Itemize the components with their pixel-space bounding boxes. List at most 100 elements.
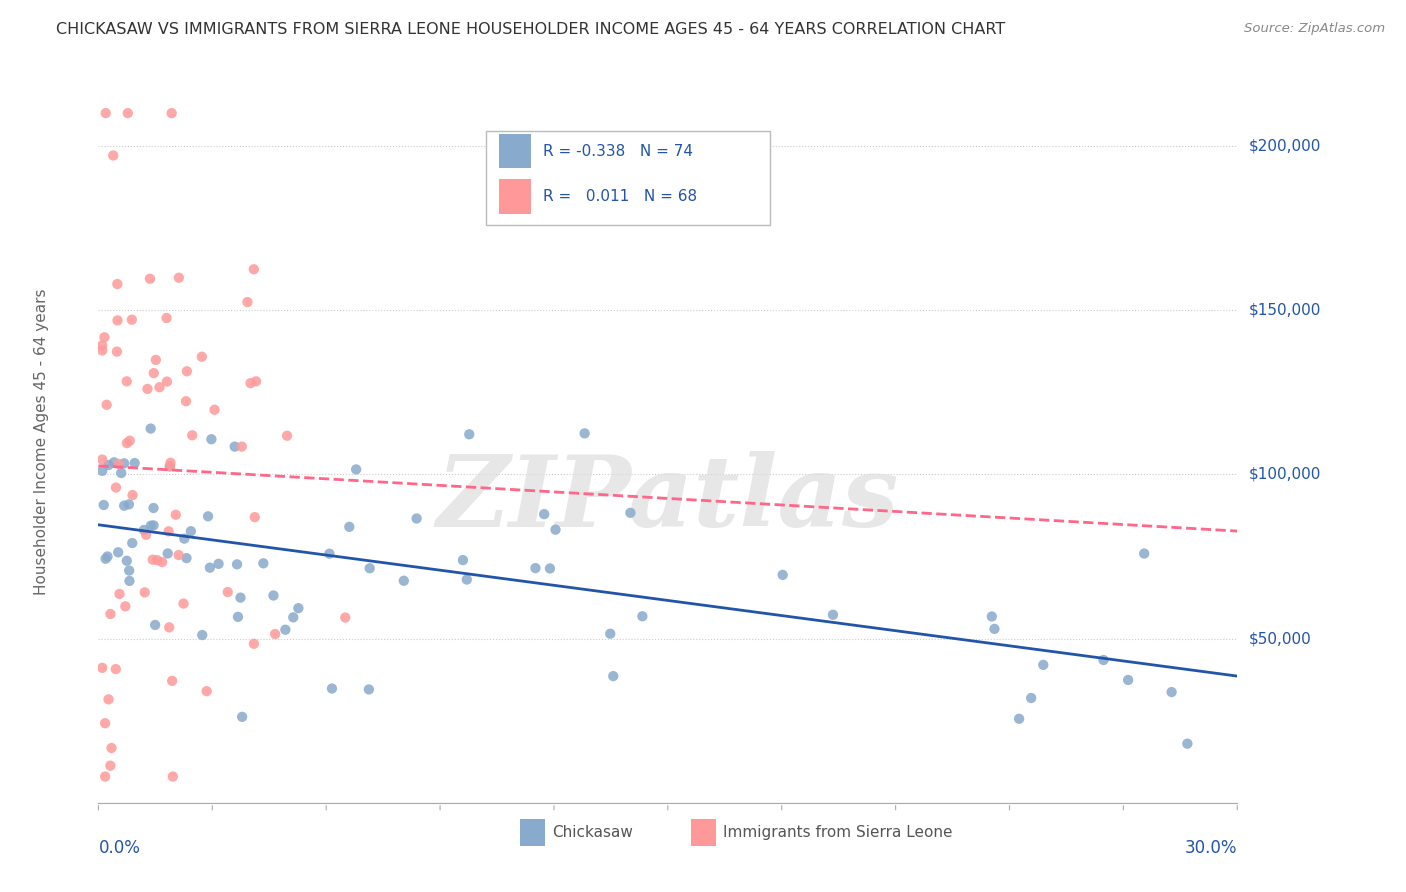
- Point: [287, 601, 309, 615]
- Point: [117, 106, 139, 120]
- Point: [139, 518, 162, 533]
- Point: [162, 770, 184, 784]
- Point: [134, 585, 156, 599]
- Text: R =   0.011   N = 68: R = 0.011 N = 68: [543, 189, 697, 203]
- Point: [91, 452, 114, 467]
- Point: [121, 536, 143, 550]
- Point: [115, 554, 138, 568]
- Point: [359, 561, 381, 575]
- Point: [173, 532, 195, 546]
- Point: [631, 609, 654, 624]
- Point: [93, 330, 115, 344]
- Point: [103, 148, 125, 162]
- Point: [335, 610, 357, 624]
- Point: [146, 553, 169, 567]
- Point: [160, 106, 183, 120]
- Point: [142, 366, 165, 380]
- Point: [124, 456, 146, 470]
- Point: [173, 597, 195, 611]
- Point: [115, 436, 138, 450]
- Point: [108, 587, 131, 601]
- Text: CHICKASAW VS IMMIGRANTS FROM SIERRA LEONE HOUSEHOLDER INCOME AGES 45 - 64 YEARS : CHICKASAW VS IMMIGRANTS FROM SIERRA LEON…: [56, 22, 1005, 37]
- Point: [94, 551, 117, 566]
- Point: [100, 741, 122, 756]
- Text: $50,000: $50,000: [1249, 632, 1312, 646]
- Point: [112, 499, 135, 513]
- Bar: [520, 819, 546, 847]
- Point: [136, 382, 159, 396]
- Point: [110, 466, 132, 480]
- Point: [243, 262, 266, 277]
- FancyBboxPatch shape: [485, 131, 770, 225]
- Point: [167, 548, 190, 562]
- Point: [145, 352, 167, 367]
- Point: [1160, 685, 1182, 699]
- Point: [115, 375, 138, 389]
- Point: [142, 501, 165, 516]
- Point: [544, 523, 567, 537]
- Point: [105, 344, 128, 359]
- Text: ZIPatlas: ZIPatlas: [437, 451, 898, 548]
- Point: [245, 375, 267, 389]
- Point: [283, 610, 305, 624]
- Point: [156, 546, 179, 560]
- Text: Immigrants from Sierra Leone: Immigrants from Sierra Leone: [723, 825, 952, 840]
- Point: [91, 661, 114, 675]
- Point: [94, 770, 117, 784]
- Point: [451, 553, 474, 567]
- Point: [207, 557, 229, 571]
- Point: [217, 585, 239, 599]
- Point: [181, 428, 204, 442]
- Text: Householder Income Ages 45 - 64 years: Householder Income Ages 45 - 64 years: [34, 288, 49, 595]
- Point: [174, 394, 197, 409]
- Point: [121, 488, 143, 502]
- Point: [243, 637, 266, 651]
- Point: [231, 710, 253, 724]
- Point: [165, 508, 187, 522]
- Point: [239, 376, 262, 391]
- Point: [97, 692, 120, 706]
- Point: [197, 509, 219, 524]
- Point: [150, 555, 173, 569]
- Point: [159, 459, 181, 474]
- Point: [159, 456, 181, 470]
- Point: [94, 716, 117, 731]
- Point: [112, 456, 135, 470]
- Text: Chickasaw: Chickasaw: [551, 825, 633, 840]
- Text: Source: ZipAtlas.com: Source: ZipAtlas.com: [1244, 22, 1385, 36]
- Point: [252, 557, 274, 571]
- Point: [602, 669, 624, 683]
- Point: [538, 561, 561, 575]
- Bar: [499, 178, 531, 213]
- Point: [105, 277, 128, 291]
- Point: [524, 561, 547, 575]
- Point: [135, 528, 157, 542]
- Point: [344, 462, 367, 476]
- Point: [91, 464, 114, 478]
- Point: [157, 620, 180, 634]
- Point: [118, 574, 141, 588]
- Point: [1116, 673, 1139, 687]
- Point: [191, 628, 214, 642]
- Point: [148, 380, 170, 394]
- Point: [198, 560, 221, 574]
- Point: [107, 545, 129, 559]
- Point: [619, 506, 641, 520]
- Point: [243, 510, 266, 524]
- Point: [533, 507, 555, 521]
- Point: [337, 520, 360, 534]
- Point: [821, 607, 844, 622]
- Point: [318, 547, 340, 561]
- Bar: [690, 819, 716, 847]
- Point: [107, 313, 129, 327]
- Point: [226, 558, 249, 572]
- Point: [1177, 737, 1199, 751]
- Point: [456, 573, 478, 587]
- Point: [104, 662, 127, 676]
- Point: [118, 434, 141, 448]
- Point: [155, 311, 177, 326]
- Point: [226, 610, 249, 624]
- Bar: [499, 134, 531, 169]
- Point: [121, 312, 143, 326]
- Point: [176, 364, 198, 378]
